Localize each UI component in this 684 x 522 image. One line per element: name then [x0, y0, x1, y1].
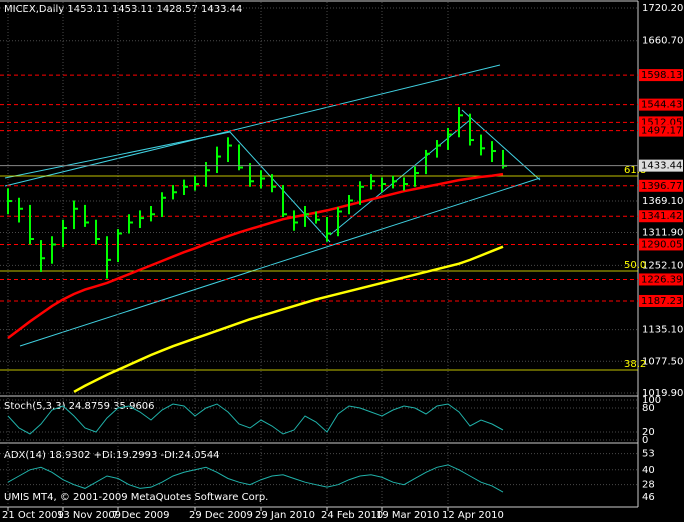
trend-line — [229, 131, 331, 243]
level-label-box — [639, 294, 683, 307]
adx-scale-label: 46 — [642, 492, 655, 503]
y-tick-label: 0 — [642, 435, 648, 446]
x-tick-label: 21 Oct 2009 — [2, 510, 64, 521]
stoch-title: Stoch(5,3,3) 24.8759 35.9606 — [4, 401, 155, 412]
y-tick-label: 40 — [642, 465, 655, 476]
y-tick-label: 80 — [642, 403, 655, 414]
trend-line — [461, 109, 541, 181]
fib-label: 61.8 — [624, 165, 646, 176]
level-label: 1544.43 — [641, 100, 682, 111]
y-tick-label: 28 — [642, 480, 655, 491]
y-tick-label: 1077.50 — [642, 356, 683, 367]
y-tick-label: 1311.90 — [642, 227, 683, 238]
x-tick-label: 29 Jan 2010 — [255, 510, 315, 521]
x-tick-label: 29 Dec 2009 — [189, 510, 253, 521]
y-tick-label: 1252.10 — [642, 260, 683, 271]
current-price-box — [639, 159, 683, 172]
level-label: 1598.13 — [641, 70, 682, 81]
y-tick-label: 20 — [642, 427, 655, 438]
level-label-box — [639, 124, 683, 137]
level-label-box — [639, 98, 683, 111]
level-label-box — [639, 210, 683, 223]
y-tick-label: 1369.10 — [642, 196, 683, 207]
indicator-line — [7, 464, 504, 493]
x-tick-label: 7 Dec 2009 — [112, 510, 170, 521]
x-tick-label: 24 Feb 2010 — [321, 510, 383, 521]
level-label: 1341.42 — [641, 211, 682, 222]
level-label: 1290.05 — [641, 239, 682, 250]
level-label-box — [639, 69, 683, 82]
y-tick-label: 1135.10 — [642, 325, 683, 336]
level-label-box — [639, 238, 683, 251]
y-tick-label: 100 — [642, 395, 661, 406]
moving-average — [73, 245, 504, 393]
level-label: 1226.39 — [641, 274, 682, 285]
level-label-box — [639, 179, 683, 192]
indicator-line — [7, 403, 504, 435]
level-label: 1187.23 — [641, 296, 682, 307]
y-tick-label: 1019.90 — [642, 388, 683, 399]
fib-label: 38.2 — [624, 359, 646, 370]
y-tick-label: 1720.20 — [642, 3, 683, 14]
fib-label: 50.0 — [624, 260, 646, 271]
y-tick-label: 1660.70 — [642, 36, 683, 47]
adx-title: ADX(14) 18.9302 +DI:19.2993 -DI:24.0544 — [4, 450, 220, 461]
y-tick-label: 53 — [642, 449, 655, 460]
x-tick-label: 19 Mar 2010 — [376, 510, 439, 521]
level-label-box — [639, 273, 683, 286]
x-tick-label: 13 Nov 2009 — [57, 510, 121, 521]
level-label: 1396.77 — [641, 181, 682, 192]
moving-average — [7, 172, 504, 339]
level-label: 1497.17 — [641, 126, 682, 137]
x-tick-label: 12 Apr 2010 — [442, 510, 504, 521]
footer: UMIS MT4, © 2001-2009 MetaQuotes Softwar… — [4, 492, 268, 503]
chart-title: MICEX,Daily 1453.11 1453.11 1428.57 1433… — [4, 4, 242, 15]
channel-lower — [19, 177, 541, 347]
level-label: 1512.05 — [641, 117, 682, 128]
current-price-label: 1433.44 — [641, 161, 682, 172]
